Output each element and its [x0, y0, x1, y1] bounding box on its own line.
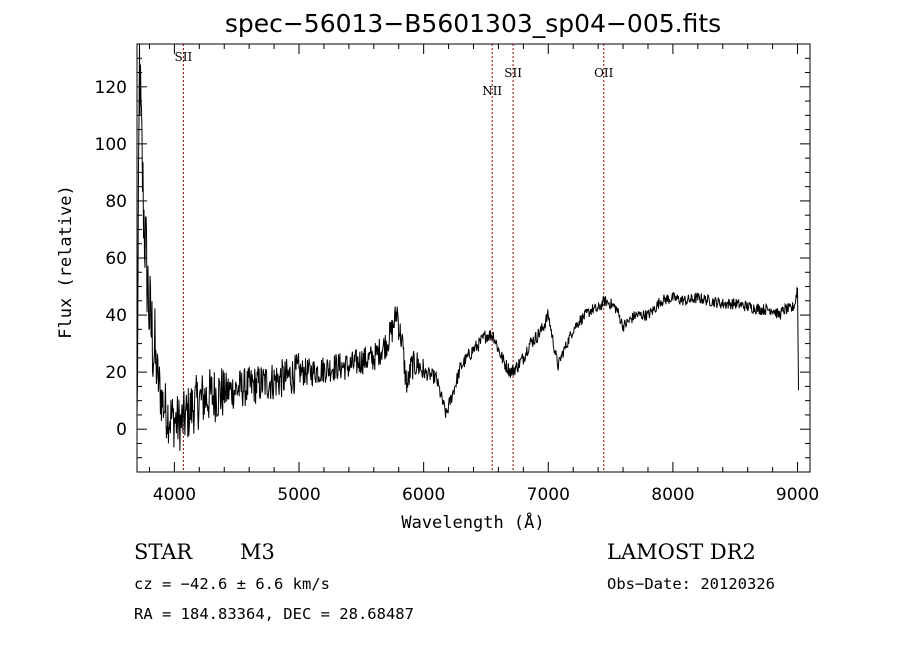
- spectrum-line: [136, 43, 799, 451]
- y-tick-label: 0: [116, 420, 127, 440]
- line-marker-label: NII: [482, 84, 502, 98]
- line-marker-label: SII: [504, 66, 522, 80]
- obs-date: Obs−Date: 20120326: [607, 575, 775, 593]
- x-tick-label: 4000: [153, 485, 196, 505]
- redshift-cz: cz = −42.6 ± 6.6 km/s: [134, 575, 330, 593]
- plot-frame: [136, 43, 811, 473]
- x-tick-label: 8000: [651, 485, 694, 505]
- y-axis-label: Flux (relative): [56, 185, 76, 339]
- survey-name: LAMOST DR2: [607, 540, 756, 564]
- x-tick-label: 5000: [277, 485, 320, 505]
- y-tick-label: 100: [95, 135, 127, 155]
- line-marker-label: OII: [594, 66, 614, 80]
- x-axis-label: Wavelength (Å): [401, 511, 544, 533]
- axis-ticks: 4000 5000 6000 7000 8000 9000 0 20 40 60 80 100 120: [95, 44, 819, 505]
- y-tick-label: 40: [105, 306, 127, 326]
- y-tick-label: 60: [105, 249, 127, 269]
- chart-title: spec−56013−B5601303_sp04−005.fits: [225, 9, 721, 38]
- object-class: STAR: [134, 540, 193, 564]
- y-tick-label: 120: [95, 78, 127, 98]
- x-tick-label: 7000: [527, 485, 570, 505]
- spectrum-series: [136, 43, 799, 451]
- y-tick-label: 20: [105, 363, 127, 383]
- x-tick-label: 9000: [776, 485, 819, 505]
- object-subclass: M3: [240, 540, 275, 564]
- coordinates: RA = 184.83364, DEC = 28.68487: [134, 605, 414, 623]
- y-tick-label: 80: [105, 192, 127, 212]
- x-tick-label: 6000: [402, 485, 445, 505]
- line-marker-label: SII: [175, 50, 193, 64]
